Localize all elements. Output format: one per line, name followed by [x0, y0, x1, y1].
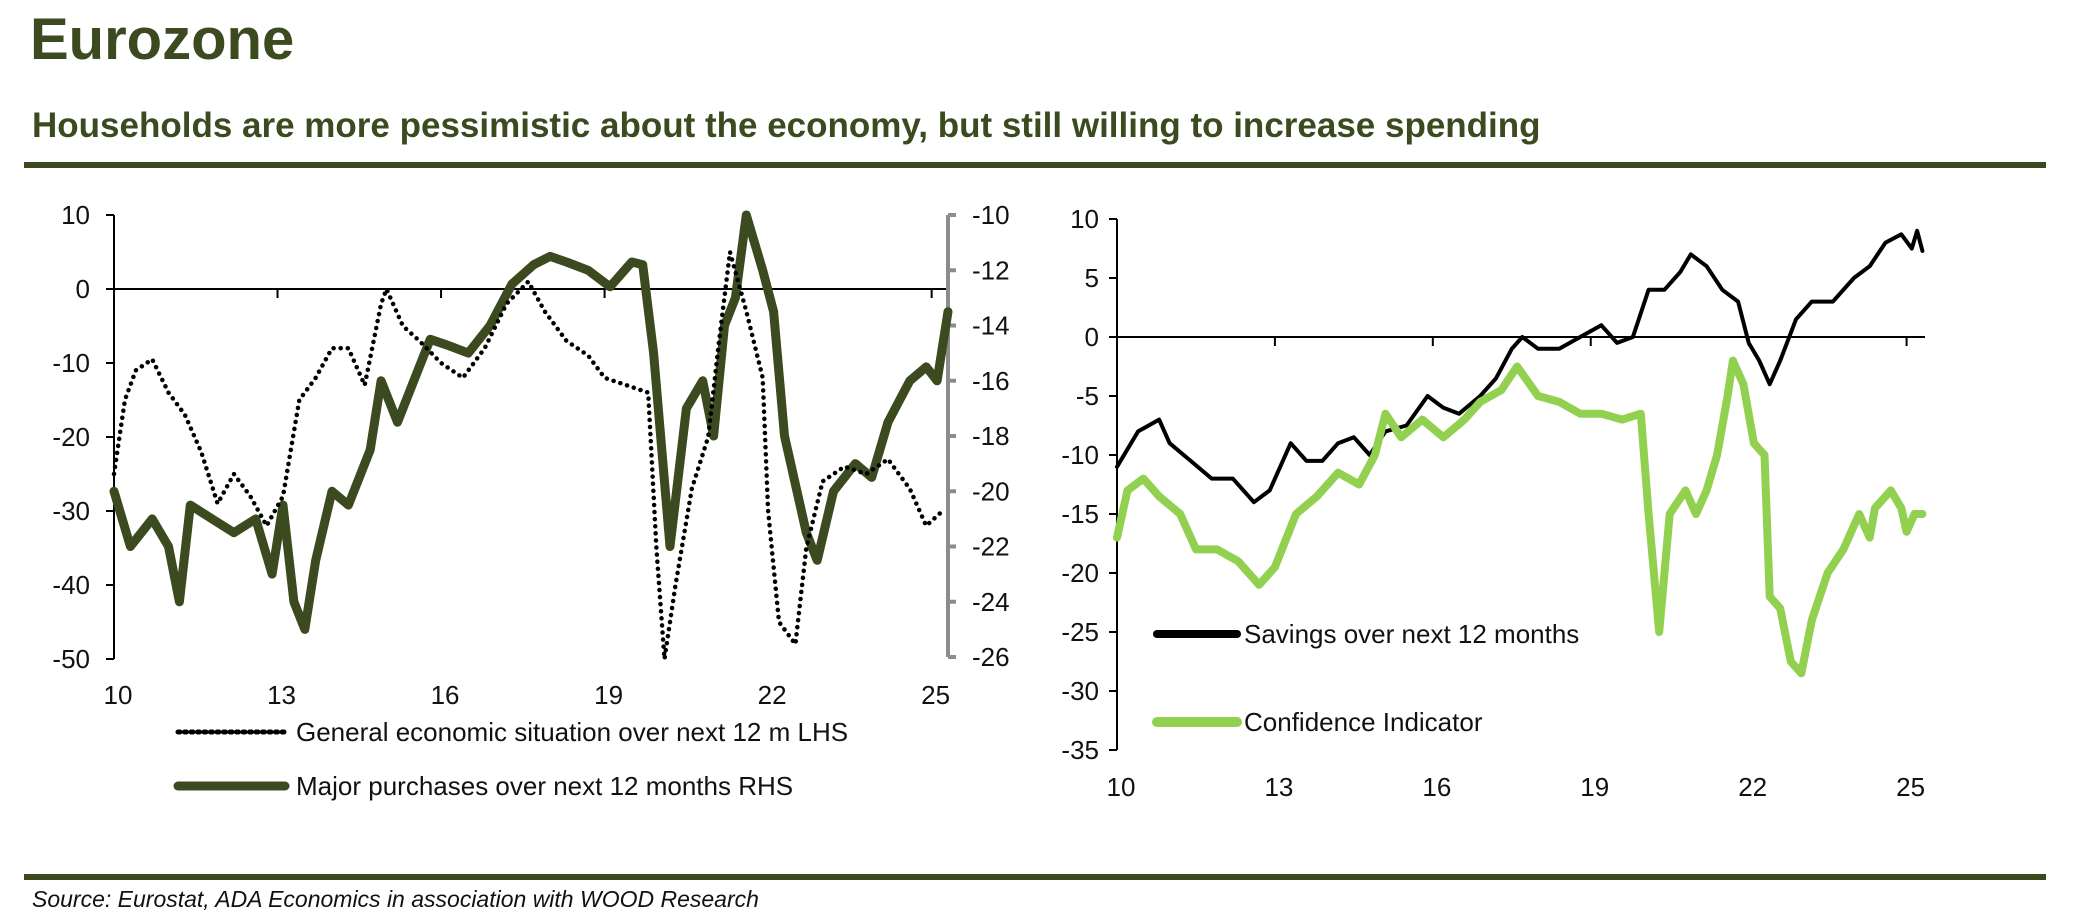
- left-x-tick-label: 22: [758, 680, 787, 710]
- series-line-major-purchases: [109, 210, 953, 634]
- right-y-tick-label: 0: [1085, 322, 1099, 352]
- page-subtitle: Households are more pessimistic about th…: [32, 106, 1541, 145]
- right-x-tick-label: 25: [1896, 772, 1925, 802]
- footer-divider: [24, 874, 2046, 880]
- legend-label-major-purchases: Major purchases over next 12 months RHS: [296, 771, 793, 801]
- series-line-general-economic: [111, 249, 945, 662]
- left-rhs-tick-label: -24: [972, 587, 1010, 617]
- left-y-tick-label: -20: [52, 422, 90, 452]
- series-line-savings: [1115, 228, 1925, 505]
- left-rhs-tick-label: -14: [972, 311, 1010, 341]
- right-chart-series: [1113, 228, 1927, 678]
- right-x-tick-label: 13: [1264, 772, 1293, 802]
- legend-label-confidence: Confidence Indicator: [1244, 707, 1483, 737]
- chart-right-savings-confidence: 10 5 0 -5 -10 -15 -20 -25 -30 -35 10 13 16 19 22 25 Sav…: [1061, 204, 1927, 802]
- legend-label-general-economic: General economic situation over next 12 …: [296, 717, 848, 747]
- left-y-tick-label: -10: [52, 348, 90, 378]
- right-y-tick-label: -5: [1076, 381, 1099, 411]
- left-rhs-tick-label: -10: [972, 200, 1010, 230]
- chart-left-household-expectations: 10 0 -10 -20 -30 -40 -50 10 13 16 19 22 25 -10 -12 -14 -…: [52, 200, 1009, 801]
- left-chart-legend: General economic situation over next 12 …: [173, 717, 848, 801]
- left-rhs-tick-label: -20: [972, 476, 1010, 506]
- series-line-confidence: [1113, 356, 1927, 678]
- right-y-tick-label: -25: [1061, 617, 1099, 647]
- source-note: Source: Eurostat, ADA Economics in assoc…: [32, 886, 759, 912]
- legend-label-savings: Savings over next 12 months: [1244, 619, 1579, 649]
- left-x-tick-label: 13: [267, 680, 296, 710]
- left-y-tick-label: 10: [61, 200, 90, 230]
- right-y-tick-label: -20: [1061, 558, 1099, 588]
- right-chart-legend: Savings over next 12 months Confidence I…: [1150, 612, 1630, 742]
- header-divider: [24, 162, 2046, 168]
- left-x-tick-label: 25: [921, 680, 950, 710]
- right-x-tick-label: 10: [1107, 772, 1136, 802]
- left-rhs-tick-label: -12: [972, 255, 1010, 285]
- left-y-tick-label: 0: [76, 274, 90, 304]
- right-y-tick-label: -30: [1061, 676, 1099, 706]
- right-x-tick-label: 19: [1580, 772, 1609, 802]
- right-y-tick-label: -10: [1061, 440, 1099, 470]
- left-y-tick-label: -50: [52, 644, 90, 674]
- left-chart-series: [109, 210, 953, 662]
- right-y-tick-label: 10: [1070, 204, 1099, 234]
- left-x-tick-label: 10: [104, 680, 133, 710]
- left-x-tick-label: 19: [594, 680, 623, 710]
- left-rhs-tick-label: -22: [972, 532, 1010, 562]
- left-y-tick-label: -40: [52, 570, 90, 600]
- left-rhs-tick-label: -26: [972, 642, 1010, 672]
- left-y-tick-label: -30: [52, 496, 90, 526]
- left-x-tick-label: 16: [431, 680, 460, 710]
- left-rhs-tick-label: -16: [972, 366, 1010, 396]
- right-y-tick-label: -35: [1061, 735, 1099, 765]
- right-y-tick-label: -15: [1061, 499, 1099, 529]
- page-title: Eurozone: [30, 7, 295, 72]
- right-chart-axes: 10 5 0 -5 -10 -15 -20 -25 -30 -35 10 13 16 19 22 25: [1061, 204, 1925, 802]
- right-y-tick-label: 5: [1085, 263, 1099, 293]
- right-x-tick-label: 16: [1422, 772, 1451, 802]
- left-chart-axes: 10 0 -10 -20 -30 -40 -50 10 13 16 19 22 25 -10 -12 -14 -…: [52, 200, 1009, 710]
- left-rhs-tick-label: -18: [972, 421, 1010, 451]
- right-x-tick-label: 22: [1738, 772, 1767, 802]
